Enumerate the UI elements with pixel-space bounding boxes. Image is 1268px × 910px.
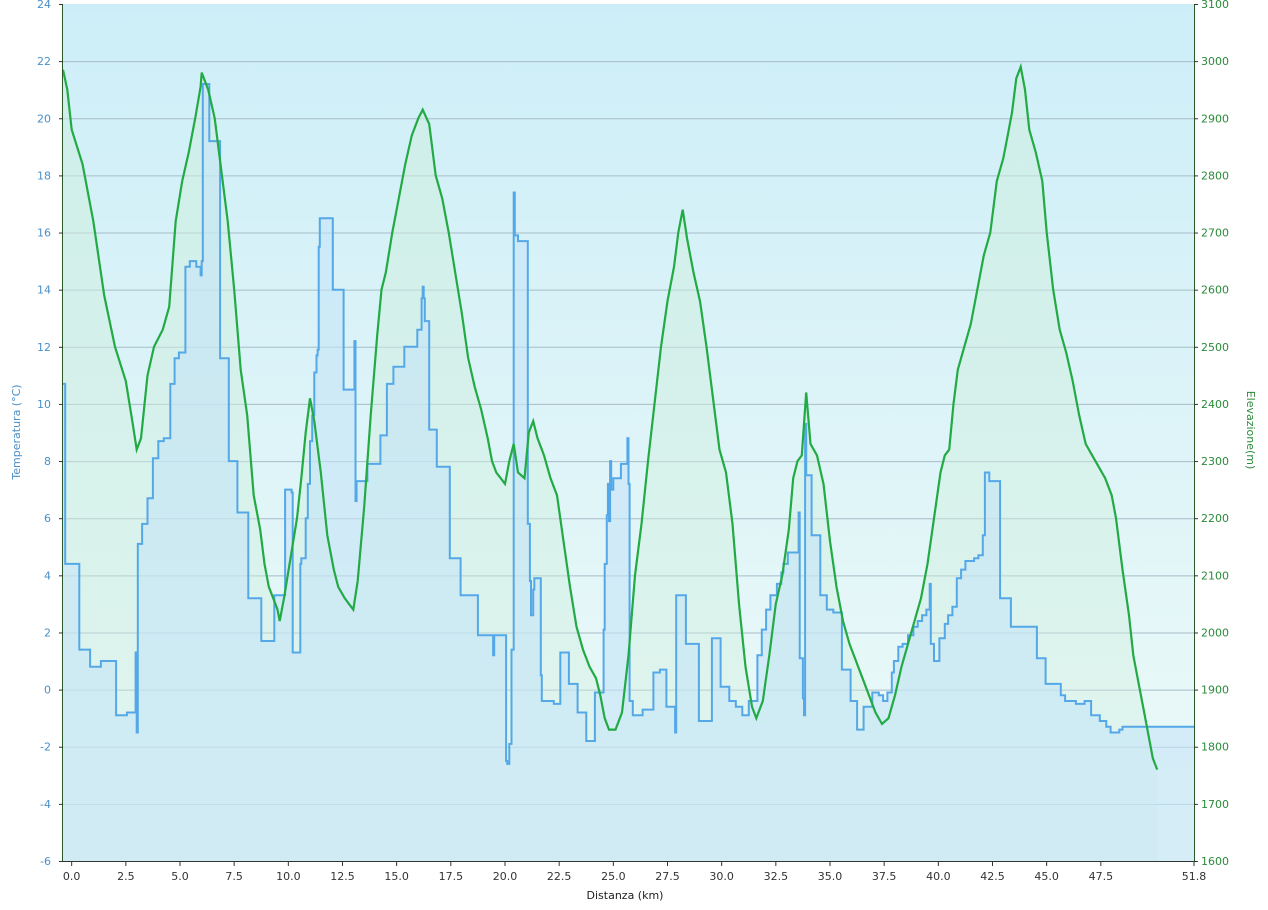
- left-axis-title: Temperatura (°C): [10, 384, 23, 480]
- left-tick-label: 4: [44, 569, 51, 582]
- x-tick-label: 15.0: [384, 870, 409, 883]
- left-tick-label: 12: [37, 341, 51, 354]
- x-tick-label: 40.0: [926, 870, 951, 883]
- left-tick-label: -4: [40, 798, 51, 811]
- x-tick-label: 20.0: [493, 870, 518, 883]
- right-tick-label: 2500: [1201, 341, 1229, 354]
- x-tick-label: 5.0: [171, 870, 189, 883]
- x-axis-title: Distanza (km): [587, 889, 664, 902]
- x-tick-label: 2.5: [117, 870, 135, 883]
- left-tick-label: -2: [40, 741, 51, 754]
- x-tick-label: 35.0: [818, 870, 843, 883]
- x-tick-label: 47.5: [1089, 870, 1114, 883]
- left-tick-label: 0: [44, 684, 51, 697]
- x-tick-label: 7.5: [225, 870, 243, 883]
- left-tick-label: 6: [44, 512, 51, 525]
- x-tick-label: 37.5: [872, 870, 897, 883]
- x-tick-label: 0.0: [63, 870, 81, 883]
- left-tick-label: 8: [44, 455, 51, 468]
- right-tick-label: 2800: [1201, 169, 1229, 182]
- left-tick-label: 24: [37, 0, 51, 11]
- right-tick-label: 1600: [1201, 855, 1229, 868]
- left-tick-label: 14: [37, 284, 51, 297]
- x-axis-ticks: 0.0 2.5 5.0 7.5 10.0 12.5 15.0 17.5 20.0 22.5 25.0…: [63, 861, 1206, 883]
- x-tick-label: 10.0: [276, 870, 301, 883]
- right-tick-label: 2700: [1201, 227, 1229, 240]
- right-axis-title: Elevazione(m): [1244, 391, 1257, 470]
- right-tick-label: 3000: [1201, 55, 1229, 68]
- right-tick-label: 2200: [1201, 512, 1229, 525]
- left-tick-label: 20: [37, 112, 51, 125]
- x-tick-label: 12.5: [330, 870, 355, 883]
- right-tick-label: 3100: [1201, 0, 1229, 11]
- right-tick-label: 2400: [1201, 398, 1229, 411]
- x-tick-label: 42.5: [980, 870, 1005, 883]
- right-tick-label: 2100: [1201, 569, 1229, 582]
- x-tick-label: 45.0: [1034, 870, 1059, 883]
- x-tick-label: 27.5: [655, 870, 680, 883]
- right-axis-ticks: 3100 3000 2900 2800 2700 2600 2500 2400 2300 2200…: [1194, 0, 1229, 868]
- right-tick-label: 1700: [1201, 798, 1229, 811]
- right-tick-label: 1900: [1201, 684, 1229, 697]
- left-tick-label: 18: [37, 169, 51, 182]
- x-tick-label: 25.0: [601, 870, 626, 883]
- left-tick-label: 10: [37, 398, 51, 411]
- x-tick-label: 30.0: [709, 870, 734, 883]
- left-tick-label: 16: [37, 227, 51, 240]
- left-tick-label: -6: [40, 855, 51, 868]
- right-tick-label: 2600: [1201, 284, 1229, 297]
- x-tick-label: 32.5: [764, 870, 789, 883]
- x-tick-label: 22.5: [547, 870, 572, 883]
- right-tick-label: 2300: [1201, 455, 1229, 468]
- elevation-series-line: [63, 62, 1159, 770]
- x-tick-label: 51.8: [1182, 870, 1207, 883]
- right-tick-label: 2000: [1201, 626, 1229, 639]
- x-tick-label: 17.5: [439, 870, 464, 883]
- left-tick-label: 22: [37, 55, 51, 68]
- left-tick-label: 2: [44, 626, 51, 639]
- right-tick-label: 1800: [1201, 741, 1229, 754]
- right-tick-label: 2900: [1201, 112, 1229, 125]
- temperature-series-line: [63, 83, 1194, 765]
